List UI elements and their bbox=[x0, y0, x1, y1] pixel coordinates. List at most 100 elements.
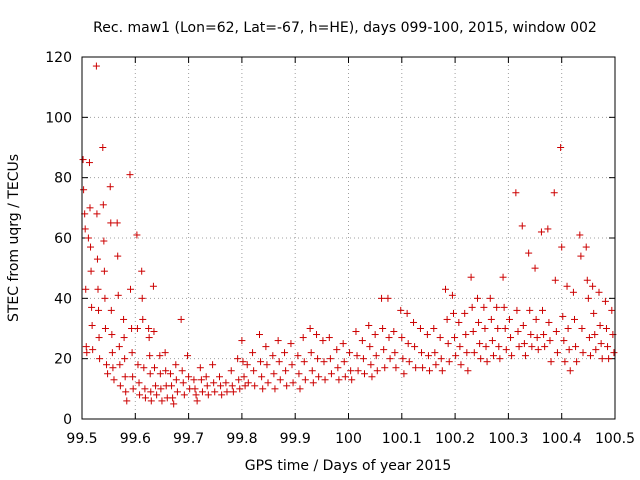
data-point bbox=[597, 340, 605, 348]
data-point bbox=[519, 321, 527, 329]
data-point bbox=[526, 306, 534, 314]
data-point bbox=[596, 321, 604, 329]
data-point bbox=[419, 364, 427, 372]
data-point bbox=[122, 388, 130, 396]
x-tick-label: 99.7 bbox=[173, 431, 204, 447]
data-point bbox=[127, 285, 135, 293]
data-point bbox=[282, 367, 290, 375]
data-point bbox=[470, 349, 478, 357]
data-point bbox=[573, 358, 581, 366]
data-point bbox=[445, 358, 453, 366]
data-point bbox=[315, 373, 323, 381]
data-point bbox=[301, 376, 309, 384]
data-point bbox=[464, 367, 472, 375]
data-point bbox=[605, 355, 613, 363]
data-point bbox=[196, 364, 204, 372]
data-point bbox=[228, 382, 236, 390]
data-point bbox=[391, 349, 399, 357]
data-point bbox=[501, 325, 509, 332]
data-point bbox=[166, 370, 174, 378]
data-point bbox=[380, 346, 388, 354]
data-point bbox=[450, 309, 458, 317]
data-point bbox=[570, 315, 578, 323]
x-tick-label: 99.6 bbox=[120, 431, 151, 447]
data-point bbox=[500, 303, 508, 311]
y-tick-label: 0 bbox=[63, 412, 72, 428]
data-point bbox=[541, 343, 549, 351]
data-point bbox=[271, 385, 279, 393]
data-point bbox=[550, 189, 558, 197]
data-point bbox=[162, 367, 170, 375]
data-point bbox=[608, 306, 616, 314]
data-point bbox=[255, 331, 263, 339]
data-point bbox=[505, 315, 513, 323]
data-point bbox=[103, 361, 111, 369]
plot-frame bbox=[81, 56, 616, 420]
data-point bbox=[156, 352, 164, 360]
data-point bbox=[457, 361, 465, 369]
data-point bbox=[432, 361, 440, 369]
data-point bbox=[121, 373, 129, 381]
data-point bbox=[333, 346, 341, 354]
data-point bbox=[250, 367, 258, 375]
data-point bbox=[528, 343, 536, 351]
data-point bbox=[156, 370, 164, 378]
data-point bbox=[101, 294, 109, 302]
data-point bbox=[544, 225, 552, 233]
data-points bbox=[79, 62, 618, 408]
data-point bbox=[551, 276, 559, 284]
data-point bbox=[169, 394, 177, 402]
data-point bbox=[341, 373, 349, 381]
data-point bbox=[508, 352, 516, 360]
data-point bbox=[202, 373, 210, 381]
data-point bbox=[418, 349, 426, 357]
data-point bbox=[99, 144, 107, 151]
data-point bbox=[527, 331, 535, 339]
data-point bbox=[404, 340, 412, 348]
data-point bbox=[531, 264, 539, 272]
data-point bbox=[589, 282, 597, 290]
data-point bbox=[469, 328, 477, 336]
data-point bbox=[537, 228, 545, 236]
data-point bbox=[274, 337, 282, 345]
data-point bbox=[373, 367, 381, 375]
data-point bbox=[314, 355, 322, 363]
data-point bbox=[569, 288, 577, 296]
data-point bbox=[601, 297, 609, 305]
data-point bbox=[579, 349, 587, 357]
data-point bbox=[150, 328, 158, 336]
data-point bbox=[126, 171, 134, 179]
data-point bbox=[191, 385, 199, 393]
data-point bbox=[136, 391, 144, 399]
data-point bbox=[321, 376, 329, 384]
data-point bbox=[430, 325, 438, 332]
data-point bbox=[235, 376, 243, 384]
data-point bbox=[129, 373, 137, 381]
data-point bbox=[238, 337, 246, 345]
data-point bbox=[540, 331, 548, 339]
data-point bbox=[582, 243, 590, 251]
data-point bbox=[110, 376, 118, 384]
x-tick-labels: 99.5 99.6 99.7 99.8 99.9 100 100.1 100.2 100.3 10… bbox=[66, 431, 635, 447]
data-point bbox=[93, 210, 101, 218]
data-point bbox=[507, 334, 515, 342]
data-point bbox=[515, 343, 523, 351]
data-point bbox=[583, 276, 591, 284]
data-point bbox=[451, 334, 459, 342]
data-point bbox=[423, 331, 431, 339]
data-point bbox=[604, 343, 612, 351]
x-tick-label: 100.5 bbox=[595, 431, 635, 447]
grid-lines bbox=[82, 57, 615, 419]
x-tick-label: 100.3 bbox=[488, 431, 528, 447]
data-point bbox=[251, 382, 259, 390]
x-tick-label: 100.1 bbox=[382, 431, 422, 447]
data-point bbox=[307, 349, 315, 357]
data-point bbox=[95, 306, 103, 314]
data-point bbox=[109, 364, 117, 372]
x-tick-label: 99.9 bbox=[280, 431, 311, 447]
data-point bbox=[229, 388, 237, 396]
data-point bbox=[101, 325, 109, 332]
data-point bbox=[456, 343, 464, 351]
data-point bbox=[209, 361, 217, 369]
